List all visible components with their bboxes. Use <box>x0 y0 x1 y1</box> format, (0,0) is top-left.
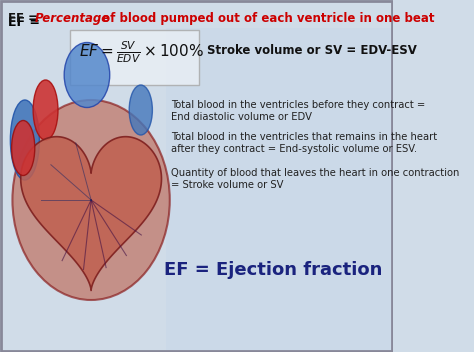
Text: Stroke volume or SV = EDV-ESV: Stroke volume or SV = EDV-ESV <box>207 44 417 57</box>
Text: EF =: EF = <box>8 12 42 25</box>
Ellipse shape <box>10 100 39 180</box>
Ellipse shape <box>11 120 35 176</box>
Text: EF = Ejection fraction: EF = Ejection fraction <box>164 261 383 279</box>
Ellipse shape <box>12 100 170 300</box>
Text: End diastolic volume or EDV: End diastolic volume or EDV <box>172 112 312 122</box>
Text: Total blood in the ventricles that remains in the heart: Total blood in the ventricles that remai… <box>172 132 438 142</box>
Ellipse shape <box>33 80 58 140</box>
Text: $EF = \frac{SV}{EDV} \times 100\%$: $EF = \frac{SV}{EDV} \times 100\%$ <box>79 39 203 65</box>
Text: EF =: EF = <box>8 16 45 29</box>
Text: Total blood in the ventricles before they contract =: Total blood in the ventricles before the… <box>172 100 426 110</box>
Text: Percentage: Percentage <box>35 12 110 25</box>
Text: after they contract = End-systolic volume or ESV.: after they contract = End-systolic volum… <box>172 144 418 154</box>
Text: Quantity of blood that leaves the heart in one contraction: Quantity of blood that leaves the heart … <box>172 168 460 178</box>
Text: of blood pumped out of each ventricle in one beat: of blood pumped out of each ventricle in… <box>98 12 434 25</box>
Ellipse shape <box>64 43 110 107</box>
Text: = Stroke volume or SV: = Stroke volume or SV <box>172 180 284 190</box>
Bar <box>165 28 392 352</box>
Ellipse shape <box>129 85 152 135</box>
Polygon shape <box>21 137 162 290</box>
Bar <box>71 30 199 85</box>
